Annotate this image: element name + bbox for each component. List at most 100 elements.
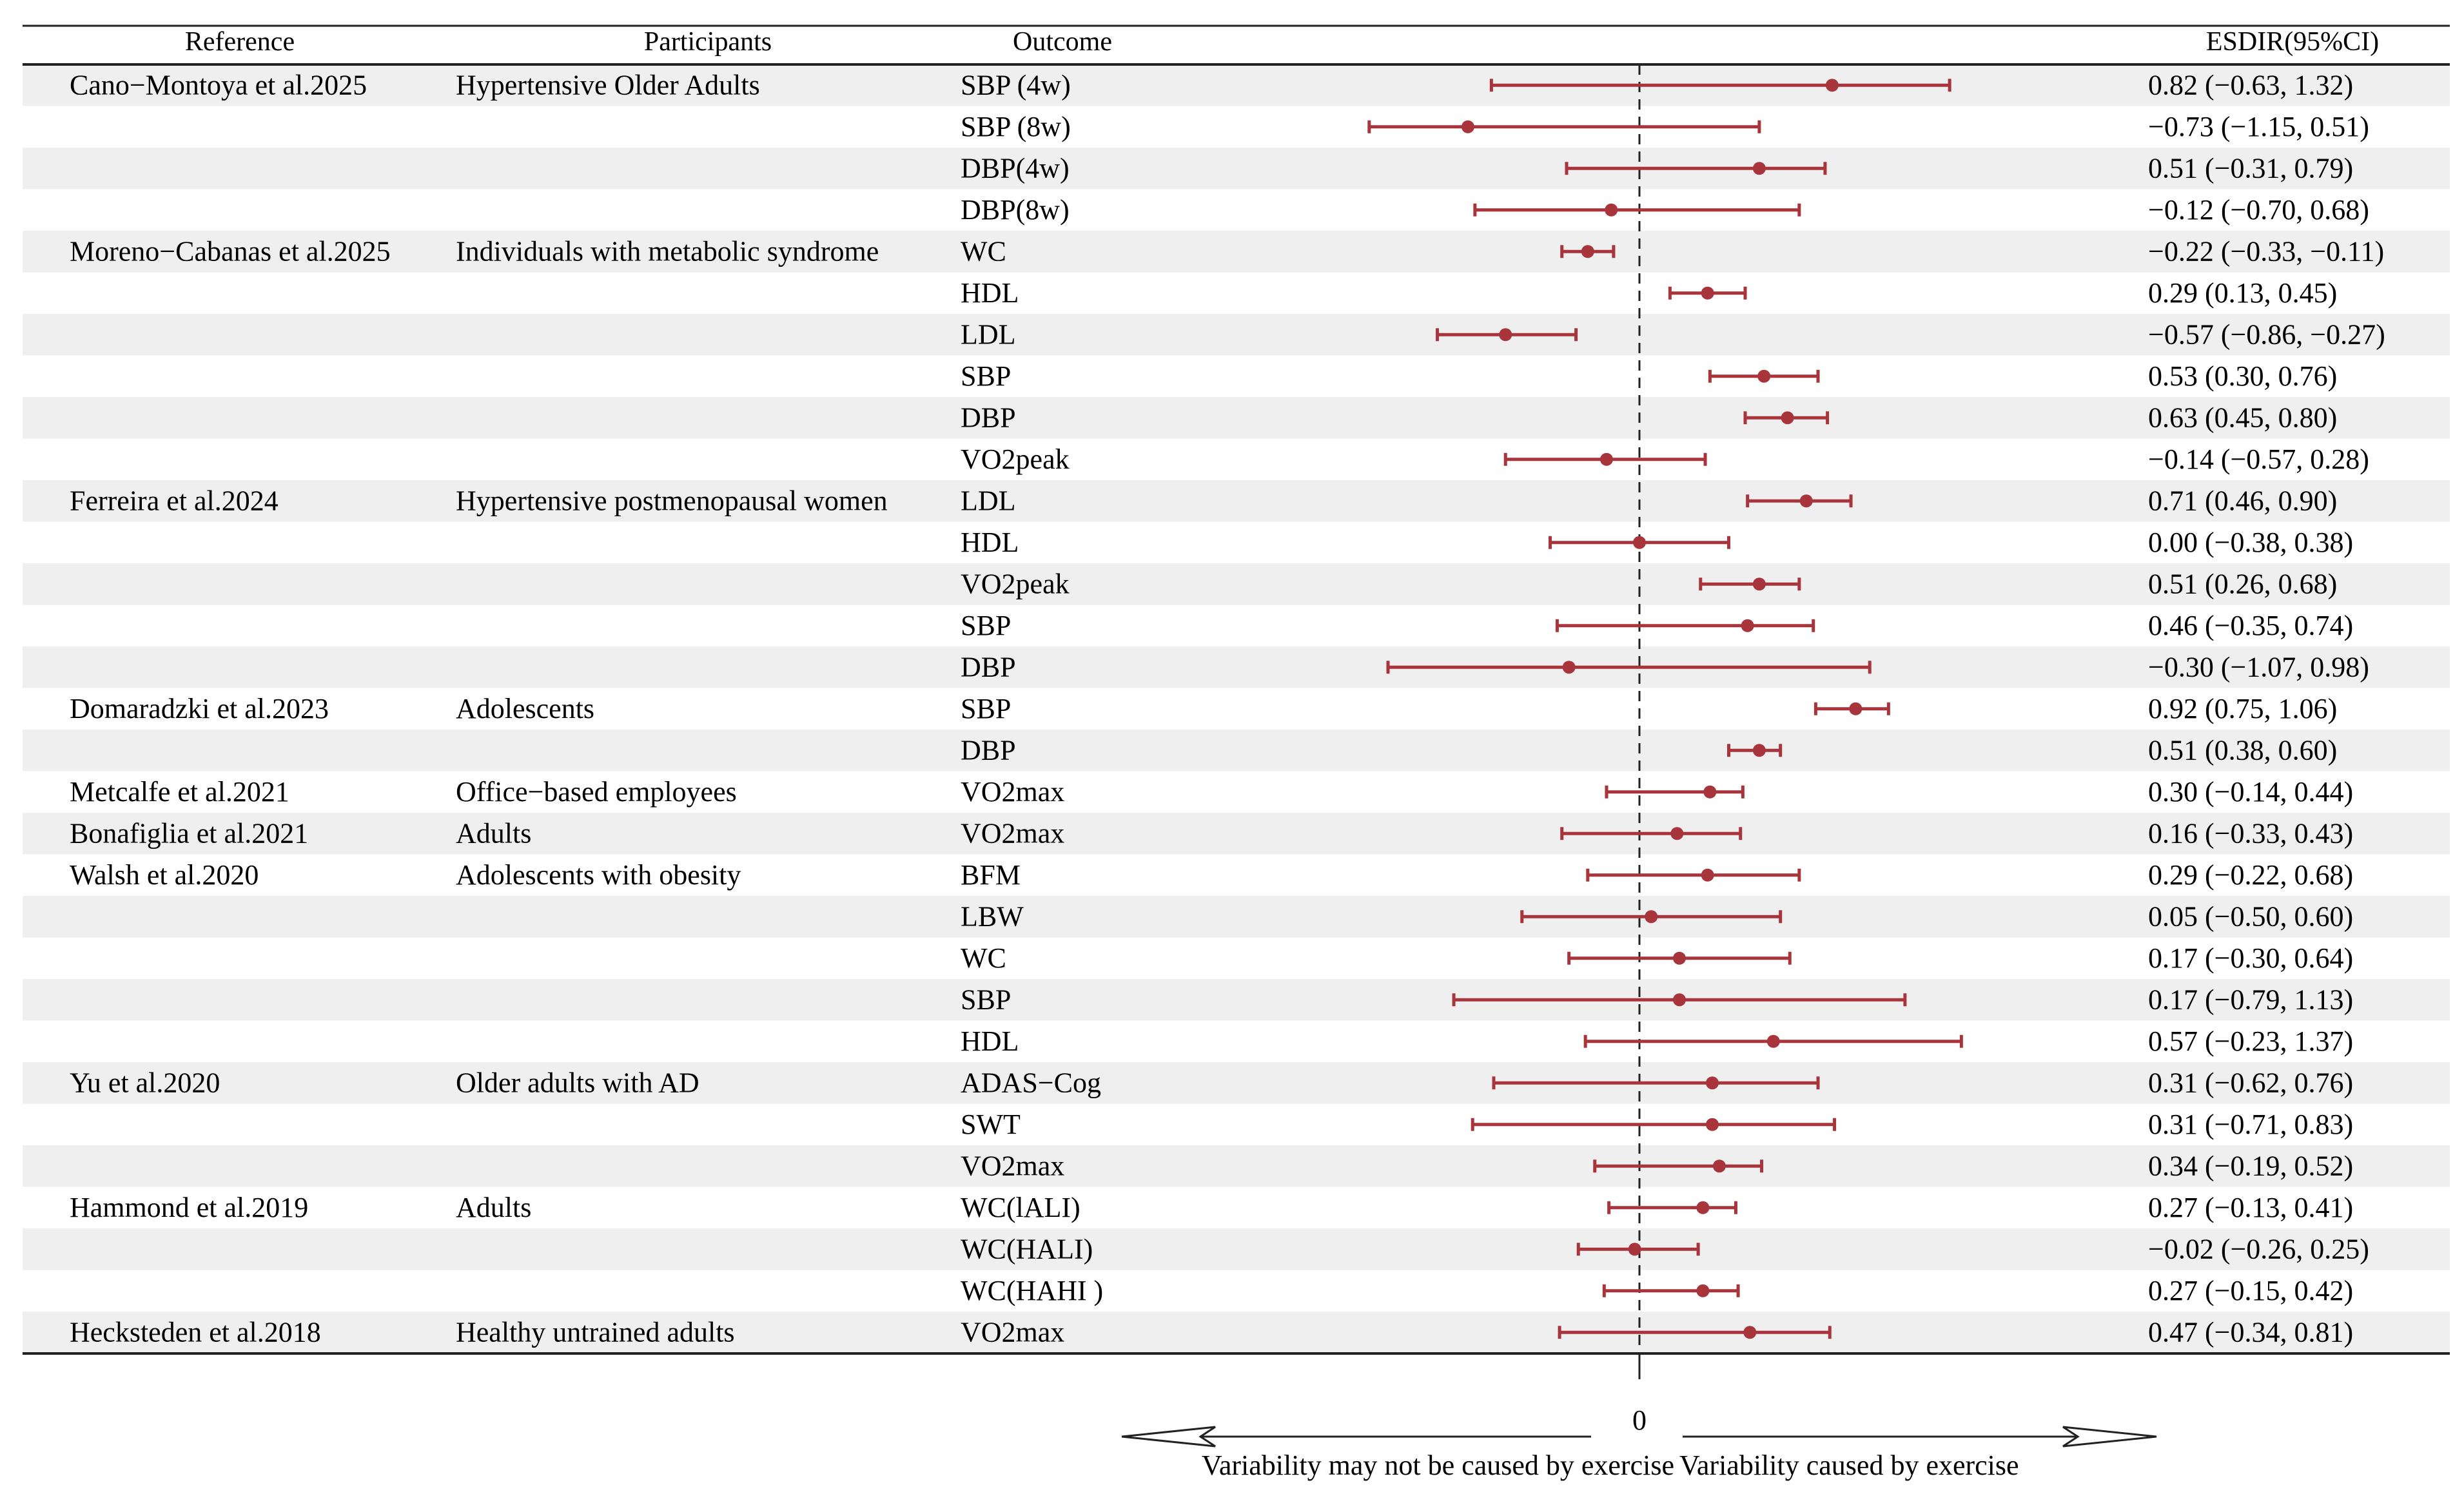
row-stripe xyxy=(23,480,2450,522)
cell-outcome: WC(HAHI ) xyxy=(961,1275,1103,1306)
cell-reference: Bonafiglia et al.2021 xyxy=(70,817,308,849)
cell-esdir: 0.29 (0.13, 0.45) xyxy=(2148,277,2337,309)
cell-reference: Moreno−Cabanas et al.2025 xyxy=(70,235,391,267)
cell-esdir: 0.92 (0.75, 1.06) xyxy=(2148,693,2337,724)
row-stripes xyxy=(23,64,2450,1353)
cell-outcome: SWT xyxy=(961,1109,1021,1140)
point-estimate xyxy=(1752,744,1766,757)
cell-esdir: −0.02 (−0.26, 0.25) xyxy=(2148,1233,2369,1265)
cell-participants: Hypertensive Older Adults xyxy=(456,69,760,101)
point-estimate xyxy=(1743,1326,1757,1339)
point-estimate xyxy=(1799,494,1813,508)
row-stripe xyxy=(23,896,2450,938)
point-estimate xyxy=(1757,369,1771,383)
cell-outcome: SBP (8w) xyxy=(961,111,1071,142)
cell-esdir: 0.51 (−0.31, 0.79) xyxy=(2148,152,2353,184)
cell-esdir: −0.14 (−0.57, 0.28) xyxy=(2148,443,2369,475)
cell-participants: Adults xyxy=(456,817,531,849)
cell-esdir: 0.27 (−0.15, 0.42) xyxy=(2148,1275,2353,1306)
row-stripe xyxy=(23,563,2450,605)
cell-outcome: SBP xyxy=(961,984,1011,1015)
cell-esdir: 0.00 (−0.38, 0.38) xyxy=(2148,527,2353,558)
cell-outcome: BFM xyxy=(961,859,1021,891)
point-estimate xyxy=(1499,328,1512,342)
x-right-label: Variability caused by exercise xyxy=(1679,1450,2019,1481)
cell-esdir: 0.17 (−0.79, 1.13) xyxy=(2148,984,2353,1015)
cell-esdir: 0.34 (−0.19, 0.52) xyxy=(2148,1150,2353,1181)
cell-participants: Healthy untrained adults xyxy=(456,1316,735,1348)
row-stripe xyxy=(23,64,2450,106)
cell-outcome: SBP (4w) xyxy=(961,69,1071,101)
point-estimate xyxy=(1752,162,1766,175)
cell-outcome: SBP xyxy=(961,610,1011,641)
cell-outcome: VO2max xyxy=(961,1150,1064,1181)
cell-esdir: −0.12 (−0.70, 0.68) xyxy=(2148,194,2369,226)
cell-outcome: DBP xyxy=(961,651,1016,683)
cell-esdir: 0.82 (−0.63, 1.32) xyxy=(2148,69,2353,101)
cell-esdir: 0.53 (0.30, 0.76) xyxy=(2148,360,2337,392)
cell-outcome: DBP xyxy=(961,402,1016,433)
point-estimate xyxy=(1766,1034,1780,1048)
cell-outcome: VO2max xyxy=(961,776,1064,808)
cell-participants: Older adults with AD xyxy=(456,1067,699,1098)
cell-outcome: WC xyxy=(961,235,1006,267)
cell-outcome: LDL xyxy=(961,485,1016,516)
point-estimate xyxy=(1581,245,1594,258)
cell-esdir: 0.47 (−0.34, 0.81) xyxy=(2148,1316,2353,1348)
cell-esdir: −0.73 (−1.15, 0.51) xyxy=(2148,111,2369,142)
point-estimate xyxy=(1672,951,1686,965)
row-stripe xyxy=(23,231,2450,273)
row-stripe xyxy=(23,1228,2450,1270)
cell-reference: Hecksteden et al.2018 xyxy=(70,1316,321,1348)
cell-outcome: VO2peak xyxy=(961,443,1070,475)
cell-esdir: 0.31 (−0.71, 0.83) xyxy=(2148,1109,2353,1140)
cell-esdir: 0.57 (−0.23, 1.37) xyxy=(2148,1025,2353,1057)
point-estimate xyxy=(1703,785,1717,799)
cell-esdir: −0.22 (−0.33, −0.11) xyxy=(2148,235,2384,267)
cell-esdir: 0.71 (0.46, 0.90) xyxy=(2148,485,2337,516)
row-stripe xyxy=(23,1062,2450,1104)
point-estimate xyxy=(1562,661,1576,674)
cell-outcome: HDL xyxy=(961,527,1019,558)
cell-outcome: WC(lALI) xyxy=(961,1192,1080,1223)
cell-outcome: SBP xyxy=(961,360,1011,392)
point-estimate xyxy=(1705,1076,1719,1090)
cell-esdir: 0.29 (−0.22, 0.68) xyxy=(2148,859,2353,891)
forest-rows: Cano−Montoya et al.2025 Hypertensive Olde… xyxy=(70,69,2385,1348)
cell-esdir: 0.27 (−0.13, 0.41) xyxy=(2148,1192,2353,1223)
row-stripe xyxy=(23,397,2450,439)
cell-reference: Domaradzki et al.2023 xyxy=(70,693,329,724)
cell-esdir: −0.57 (−0.86, −0.27) xyxy=(2148,318,2385,350)
row-stripe xyxy=(23,979,2450,1021)
cell-outcome: DBP(4w) xyxy=(961,152,1070,184)
cell-outcome: VO2peak xyxy=(961,568,1070,599)
cell-reference: Walsh et al.2020 xyxy=(70,859,259,891)
cell-esdir: 0.30 (−0.14, 0.44) xyxy=(2148,776,2353,808)
cell-participants: Individuals with metabolic syndrome xyxy=(456,235,879,267)
row-stripe xyxy=(23,813,2450,855)
point-estimate xyxy=(1696,1284,1710,1297)
cell-esdir: 0.63 (0.45, 0.80) xyxy=(2148,402,2337,433)
point-estimate xyxy=(1825,79,1839,92)
point-estimate xyxy=(1849,702,1863,715)
point-estimate xyxy=(1670,827,1684,840)
cell-reference: Yu et al.2020 xyxy=(70,1067,220,1098)
cell-outcome: ADAS−Cog xyxy=(961,1067,1101,1098)
cell-participants: Hypertensive postmenopausal women xyxy=(456,485,888,516)
point-estimate xyxy=(1633,536,1646,549)
cell-esdir: 0.05 (−0.50, 0.60) xyxy=(2148,900,2353,932)
cell-reference: Metcalfe et al.2021 xyxy=(70,776,289,808)
point-estimate xyxy=(1672,993,1686,1007)
point-estimate xyxy=(1605,203,1618,217)
row-stripe xyxy=(23,646,2450,688)
row-stripe xyxy=(23,148,2450,189)
cell-esdir: 0.16 (−0.33, 0.43) xyxy=(2148,817,2353,849)
cell-reference: Hammond et al.2019 xyxy=(70,1192,308,1223)
cell-participants: Adults xyxy=(456,1192,531,1223)
cell-esdir: −0.30 (−1.07, 0.98) xyxy=(2148,651,2369,683)
point-estimate xyxy=(1712,1159,1726,1173)
row-stripe xyxy=(23,730,2450,771)
cell-participants: Adolescents with obesity xyxy=(456,859,741,891)
point-estimate xyxy=(1781,411,1794,425)
